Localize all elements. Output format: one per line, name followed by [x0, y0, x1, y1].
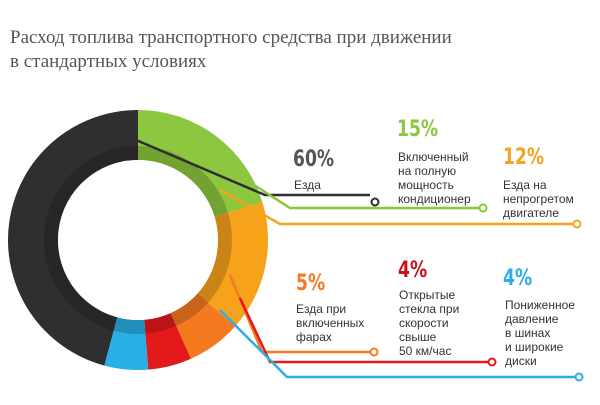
- description-line: стекла при: [399, 302, 460, 316]
- description-line: мощность: [398, 178, 454, 192]
- donut-slice: [197, 202, 268, 327]
- description-line: непрогретом: [503, 192, 574, 206]
- donut-slice-shading: [197, 212, 232, 303]
- description-line: фарах: [296, 330, 332, 344]
- donut-slice-shading: [113, 317, 146, 334]
- description-line: в шинах: [505, 326, 551, 340]
- slice-label-value: 4%: [398, 258, 428, 283]
- description-line: кондиционер: [398, 192, 471, 206]
- donut-slice: [138, 110, 263, 217]
- description-line: Пониженное: [505, 298, 575, 312]
- slice-label-description: Открытые стекла при скорости свыше 50 км…: [399, 288, 459, 358]
- slice-label-value: 12%: [503, 145, 545, 170]
- slice-label-value: 15%: [397, 117, 439, 142]
- slice-label-value: 4%: [503, 266, 533, 291]
- leader-line: [159, 123, 480, 210]
- donut-slice: [170, 293, 236, 359]
- description-line: скорости: [399, 316, 449, 330]
- leader-end-dot: [487, 357, 497, 367]
- leader-line: [219, 309, 575, 379]
- leader-line: [238, 297, 488, 364]
- description-line: давление: [505, 312, 559, 326]
- donut-slice-shading: [144, 313, 177, 334]
- chart-title-line-1: Расход топлива транспортного средства пр…: [10, 27, 452, 48]
- leader-end-dot: [574, 372, 584, 382]
- leader-line: [135, 138, 370, 197]
- donut-slice: [8, 110, 138, 366]
- donut-slices: [8, 110, 268, 370]
- chart-title: Расход топлива транспортного средства пр…: [10, 26, 595, 74]
- donut-hole: [58, 160, 218, 320]
- chart-title-line-2: в стандартных условиях: [10, 51, 207, 72]
- slice-label-value: 60%: [293, 147, 335, 172]
- slice-label-value: 5%: [296, 271, 326, 296]
- donut-slice-shading: [44, 146, 139, 331]
- description-line: Включенный: [398, 150, 469, 164]
- slice-label-description: Езда: [294, 178, 321, 192]
- description-line: Езда: [294, 178, 321, 192]
- description-line: двигателе: [503, 206, 559, 220]
- leader-line: [219, 188, 575, 226]
- donut-slice: [144, 313, 191, 370]
- leader-lines: [135, 123, 584, 382]
- description-line: 50 км/час: [399, 344, 452, 358]
- slice-label-description: Езда на непрогретом двигателе: [503, 178, 574, 220]
- description-line: и широкие: [505, 340, 564, 354]
- slice-label-description: Езда при включенных фарах: [296, 302, 364, 344]
- leader-end-dot: [572, 219, 582, 229]
- description-line: диски: [505, 354, 537, 368]
- description-line: Открытые: [399, 288, 456, 302]
- slice-label-description: Пониженное давление в шинах и широкие ди…: [505, 298, 575, 368]
- leader-end-dot: [478, 203, 488, 213]
- donut-slice-shading: [170, 293, 209, 326]
- description-line: на полную: [398, 164, 457, 178]
- donut-slice: [104, 317, 149, 370]
- leader-end-dot: [369, 347, 379, 357]
- description-line: свыше: [399, 330, 437, 344]
- description-line: Езда на: [503, 178, 547, 192]
- leader-end-dot: [370, 197, 380, 207]
- slice-label-description: Включенный на полную мощность кондиционе…: [398, 150, 471, 206]
- description-line: включенных: [296, 316, 365, 330]
- description-line: Езда при: [296, 302, 347, 316]
